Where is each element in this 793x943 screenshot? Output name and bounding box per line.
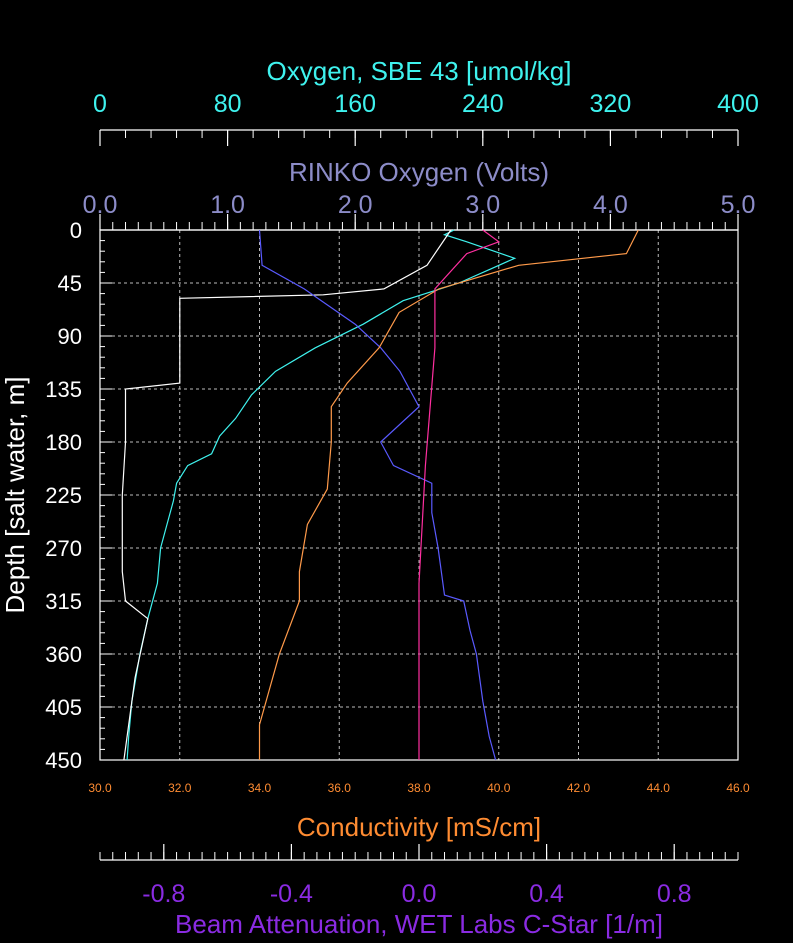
depth-tick-label: 225 bbox=[45, 483, 82, 508]
oxygen-axis-title: Oxygen, SBE 43 [umol/kg] bbox=[267, 56, 572, 86]
axis-tick-label: 0 bbox=[93, 90, 107, 118]
depth-tick-label: 405 bbox=[45, 695, 82, 720]
depth-tick-label: 0 bbox=[70, 218, 82, 243]
axis-tick-label: 0.8 bbox=[657, 880, 692, 908]
depth-tick-label: 45 bbox=[58, 271, 82, 296]
series-lines bbox=[121, 229, 639, 761]
conductivity-tick-label: 42.0 bbox=[567, 781, 591, 795]
depth-tick-label: 270 bbox=[45, 536, 82, 561]
conductivity-tick-label: 44.0 bbox=[647, 781, 671, 795]
axes: 0 45 90 135 180 225 270 315 360 405 450 30.0 32.0 34.… bbox=[45, 90, 759, 908]
series-rinko_blue bbox=[258, 229, 497, 761]
axis-tick-label: 160 bbox=[334, 90, 376, 118]
series-beam_magenta bbox=[418, 229, 501, 760]
conductivity-tick-label: 34.0 bbox=[248, 781, 272, 795]
axis-tick-label: 320 bbox=[590, 90, 632, 118]
conductivity-tick-label: 40.0 bbox=[487, 781, 511, 795]
axis-tick-label: -0.8 bbox=[142, 880, 185, 908]
beam-axis-title: Beam Attenuation, WET Labs C-Star [1/m] bbox=[175, 909, 663, 939]
axis-tick-label: 0.4 bbox=[529, 880, 564, 908]
conductivity-axis-title: Conductivity [mS/cm] bbox=[297, 812, 541, 842]
depth-tick-label: 450 bbox=[45, 748, 82, 773]
series-temp_white bbox=[121, 229, 452, 761]
depth-tick-label: 315 bbox=[45, 589, 82, 614]
rinko-axis-title: RINKO Oxygen (Volts) bbox=[289, 157, 549, 187]
axis-tick-label: 0.0 bbox=[402, 880, 437, 908]
axis-tick-label: 0.0 bbox=[83, 191, 118, 219]
depth-tick-label: 90 bbox=[58, 324, 82, 349]
depth-axis-title: Depth [salt water, m] bbox=[0, 377, 30, 614]
depth-tick-label: 360 bbox=[45, 642, 82, 667]
axis-tick-label: 5.0 bbox=[721, 191, 756, 219]
axis-tick-label: 1.0 bbox=[210, 191, 245, 219]
axis-tick-label: 2.0 bbox=[338, 191, 373, 219]
axis-tick-label: 240 bbox=[462, 90, 504, 118]
conductivity-tick-label: 38.0 bbox=[407, 781, 431, 795]
depth-tick-label: 135 bbox=[45, 377, 82, 402]
conductivity-tick-label: 30.0 bbox=[88, 781, 112, 795]
conductivity-tick-label: 36.0 bbox=[328, 781, 352, 795]
axis-tick-label: 3.0 bbox=[465, 191, 500, 219]
axis-tick-label: 80 bbox=[214, 90, 242, 118]
conductivity-tick-label: 46.0 bbox=[726, 781, 750, 795]
depth-tick-label: 180 bbox=[45, 430, 82, 455]
axis-tick-label: 400 bbox=[717, 90, 759, 118]
axis-tick-label: 4.0 bbox=[593, 191, 628, 219]
series-cond_orange bbox=[258, 229, 639, 760]
axis-tick-label: -0.4 bbox=[270, 880, 313, 908]
conductivity-tick-label: 32.0 bbox=[168, 781, 192, 795]
